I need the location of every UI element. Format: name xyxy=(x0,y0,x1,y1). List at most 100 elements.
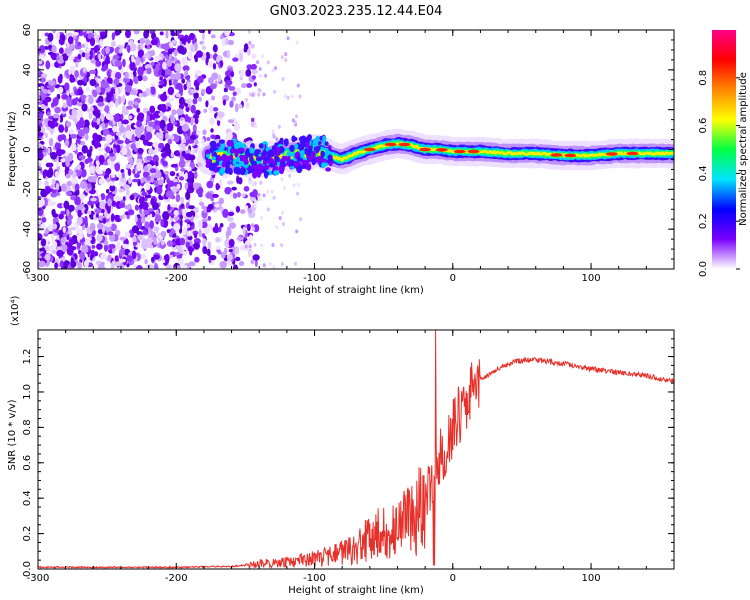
noise-cell xyxy=(238,260,245,267)
noise-cell xyxy=(141,191,147,196)
noise-cell xyxy=(278,216,282,221)
noise-cell xyxy=(197,219,203,229)
noise-cell xyxy=(165,132,169,140)
ridge-peak xyxy=(363,147,376,152)
noise-cell xyxy=(176,30,180,37)
noise-cell xyxy=(201,43,205,47)
noise-cell xyxy=(145,131,153,140)
spectrogram-y-tick-label: 0 xyxy=(22,146,33,152)
noise-cell xyxy=(163,146,171,151)
noise-cell xyxy=(123,76,130,84)
noise-cell xyxy=(50,184,54,190)
noise-cell xyxy=(227,39,235,46)
noise-cell xyxy=(150,86,156,95)
noise-cell xyxy=(94,68,98,77)
colorbar-tick-label: 0.4 xyxy=(698,165,709,181)
noise-cell xyxy=(232,192,238,199)
noise-cell xyxy=(149,231,156,236)
noise-cell xyxy=(89,55,93,60)
noise-cell xyxy=(219,60,224,68)
noise-cell xyxy=(47,32,54,42)
noise-cell xyxy=(239,52,243,62)
noise-cell xyxy=(227,119,234,123)
noise-cell xyxy=(236,191,241,198)
noise-cell xyxy=(59,47,64,54)
noise-cell xyxy=(87,175,95,183)
noise-cell xyxy=(168,79,172,86)
noise-cell xyxy=(185,159,191,164)
noise-cell xyxy=(51,249,57,254)
noise-cell xyxy=(222,99,227,106)
ridge-scatter xyxy=(307,134,312,141)
noise-cell xyxy=(240,209,246,215)
noise-cell xyxy=(245,102,250,109)
spectrogram-x-tick-label: -300 xyxy=(27,273,50,284)
noise-cell xyxy=(113,78,120,86)
noise-cell xyxy=(248,244,252,249)
ridge-scatter xyxy=(258,143,264,149)
noise-cell xyxy=(132,168,136,175)
noise-cell xyxy=(153,110,162,119)
noise-cell xyxy=(89,165,95,174)
noise-cell xyxy=(215,182,220,191)
noise-cell xyxy=(143,209,150,215)
noise-cell xyxy=(150,61,155,67)
noise-cell xyxy=(150,173,155,183)
ridge-scatter xyxy=(238,160,245,167)
noise-cell xyxy=(133,30,140,35)
noise-cell xyxy=(122,243,129,249)
noise-cell xyxy=(38,260,46,268)
noise-cell xyxy=(143,52,151,58)
noise-cell xyxy=(219,261,227,269)
noise-cell xyxy=(158,194,162,200)
noise-cell xyxy=(64,139,70,147)
ridge-scatter xyxy=(216,142,221,148)
ridge-scatter xyxy=(327,145,332,151)
noise-cell xyxy=(44,180,49,187)
noise-cell xyxy=(78,229,84,237)
noise-cell xyxy=(142,91,147,98)
noise-cell xyxy=(198,96,202,102)
noise-cell xyxy=(114,162,121,172)
noise-cell xyxy=(192,182,200,190)
noise-cell xyxy=(162,211,170,221)
noise-cell xyxy=(89,69,96,74)
noise-cell xyxy=(45,60,51,70)
noise-cell xyxy=(97,101,105,107)
noise-cell xyxy=(246,64,253,70)
noise-cell xyxy=(165,98,171,103)
colorbar-tick-label: 0.2 xyxy=(698,213,709,229)
noise-cell xyxy=(106,177,111,183)
noise-cell xyxy=(167,138,173,145)
noise-cell xyxy=(224,186,232,195)
spectrogram-y-tick-label: 40 xyxy=(22,63,33,76)
noise-cell xyxy=(217,111,225,118)
noise-cell xyxy=(38,112,44,119)
ridge-scatter xyxy=(219,167,226,176)
ridge-scatter xyxy=(308,148,313,154)
noise-cell xyxy=(70,133,78,139)
noise-cell xyxy=(291,118,295,123)
noise-cell xyxy=(241,83,247,89)
noise-cell xyxy=(170,31,176,37)
noise-cell xyxy=(106,94,112,103)
snr-panel: -300 -200 -100 0 100 0.0 0.2 0.4 0.6 0.8 1.0 1.2 H… xyxy=(7,295,675,596)
noise-cell xyxy=(206,137,211,142)
noise-cell xyxy=(44,96,52,103)
snr-x-tick-label: -100 xyxy=(303,573,326,584)
noise-cell xyxy=(127,209,135,216)
noise-cell xyxy=(174,265,182,269)
noise-cell xyxy=(128,157,134,165)
noise-cell xyxy=(196,130,201,136)
noise-cell xyxy=(134,204,139,211)
noise-cell xyxy=(250,43,255,49)
noise-cell xyxy=(138,222,143,229)
noise-cell xyxy=(57,75,63,84)
noise-cell xyxy=(107,198,112,207)
snr-x-ticks: -300 -200 -100 0 100 xyxy=(27,330,675,584)
noise-cell xyxy=(42,122,47,127)
noise-cell xyxy=(89,37,96,47)
noise-cell xyxy=(198,228,202,238)
snr-x-tick-label: 0 xyxy=(450,573,456,584)
noise-cell xyxy=(142,75,148,82)
